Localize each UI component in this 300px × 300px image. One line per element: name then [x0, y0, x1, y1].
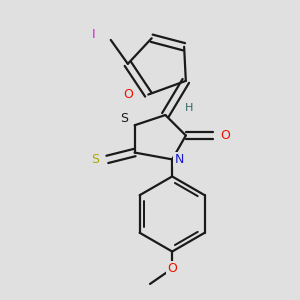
Text: N: N [174, 153, 184, 166]
Text: S: S [92, 153, 99, 166]
Text: O: O [220, 129, 230, 142]
Text: I: I [92, 28, 95, 41]
Text: O: O [167, 262, 177, 275]
Text: S: S [120, 112, 128, 125]
Text: H: H [185, 103, 194, 113]
Text: O: O [123, 88, 133, 101]
